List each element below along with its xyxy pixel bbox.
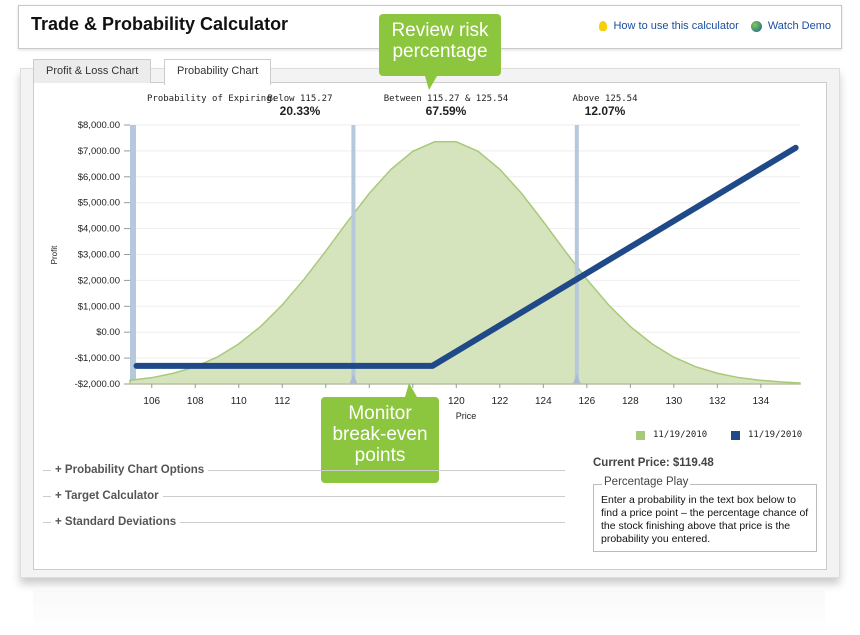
x-tick-label: 128: [622, 396, 639, 407]
x-tick-label: 122: [491, 396, 508, 407]
lightbulb-icon: [599, 21, 608, 31]
legend-item-distribution: 11/19/2010: [636, 430, 707, 440]
y-tick-label: $7,000.00: [78, 146, 120, 157]
plus-icon: +: [55, 516, 65, 528]
section-standard-deviations[interactable]: + Standard Deviations: [43, 516, 565, 528]
y-axis-label: Profit: [50, 245, 59, 264]
x-tick-label: 108: [187, 396, 204, 407]
x-tick-label: 130: [665, 396, 682, 407]
y-axis-bar: [130, 125, 136, 384]
x-tick-label: 132: [709, 396, 726, 407]
percentage-play-text: Enter a probability in the text box belo…: [601, 494, 809, 545]
legend-label: 11/19/2010: [653, 430, 708, 440]
percentage-play-title: Percentage Play: [602, 476, 691, 488]
section-label: Standard Deviations: [64, 516, 177, 528]
reflection: [33, 590, 825, 635]
y-tick-label: $0.00: [96, 327, 120, 338]
x-axis-label: Price: [456, 411, 477, 420]
tab-probability[interactable]: Probability Chart: [164, 59, 272, 85]
x-tick-label: 134: [753, 396, 770, 407]
prob-below-label: Below 115.27: [267, 94, 333, 104]
x-tick-label: 120: [448, 396, 465, 407]
y-tick-label: $1,000.00: [78, 301, 120, 312]
prob-between: Between 115.27 & 125.54 67.59%: [380, 94, 512, 118]
callout-break-even: Monitor break-even points: [321, 383, 439, 483]
y-tick-label: -$1,000.00: [75, 353, 120, 364]
legend-item-profit: 11/19/2010: [731, 430, 802, 440]
page-title: Trade & Probability Calculator: [31, 14, 289, 34]
legend-swatch: [636, 430, 645, 440]
y-tick-label: $3,000.00: [78, 250, 120, 261]
section-label: Probability Chart Options: [64, 464, 205, 476]
probability-area: [129, 141, 801, 385]
probability-label: Probability of Expiring:: [147, 94, 278, 104]
y-tick-label: $4,000.00: [78, 224, 120, 235]
x-tick-label: 106: [143, 396, 160, 407]
plus-icon: +: [55, 464, 65, 476]
globe-icon: [750, 20, 762, 32]
prob-above-label: Above 125.54: [572, 94, 638, 104]
y-tick-label: -$2,000.00: [75, 379, 120, 390]
y-tick-label: $2,000.00: [78, 275, 120, 286]
break-even-marker: [349, 374, 358, 384]
prob-above-value: 12.07%: [584, 104, 626, 118]
y-tick-label: $6,000.00: [78, 172, 120, 183]
percentage-play-box: Percentage Play Enter a probability in t…: [593, 476, 817, 552]
section-label: Target Calculator: [64, 490, 159, 502]
watch-demo-link[interactable]: Watch Demo: [767, 20, 831, 32]
probability-chart: $8,000.00 $7,000.00 $6,000.00 $5,000.00 $4,0…: [50, 120, 801, 420]
break-even-line: [574, 125, 579, 384]
how-to-link[interactable]: How to use this calculator: [613, 20, 739, 32]
section-probability-options[interactable]: + Probability Chart Options: [43, 464, 565, 476]
break-even-marker: [572, 374, 581, 384]
tab-profit-loss[interactable]: Profit & Loss Chart: [33, 59, 152, 83]
plus-icon: +: [55, 490, 65, 502]
profit-line: [133, 144, 799, 369]
current-price: Current Price: $119.48: [593, 457, 714, 469]
x-tick-label: 112: [274, 396, 290, 407]
break-even-line: [351, 125, 356, 384]
prob-between-label: Between 115.27 & 125.54: [383, 94, 509, 104]
y-tick-label: $5,000.00: [78, 198, 120, 209]
y-tick-label: $8,000.00: [78, 120, 120, 131]
prob-below: Below 115.27 20.33%: [265, 94, 335, 118]
x-tick-label: 124: [535, 396, 552, 407]
callout-review-risk: Review risk percentage: [379, 14, 501, 90]
prob-below-value: 20.33%: [279, 104, 321, 118]
prob-above: Above 125.54 12.07%: [566, 94, 644, 118]
prob-between-value: 67.59%: [425, 104, 467, 118]
x-tick-label: 110: [231, 396, 247, 407]
section-target-calculator[interactable]: + Target Calculator: [43, 490, 565, 502]
legend-label: 11/19/2010: [748, 430, 803, 440]
x-tick-label: 126: [578, 396, 595, 407]
legend-swatch: [731, 430, 740, 440]
